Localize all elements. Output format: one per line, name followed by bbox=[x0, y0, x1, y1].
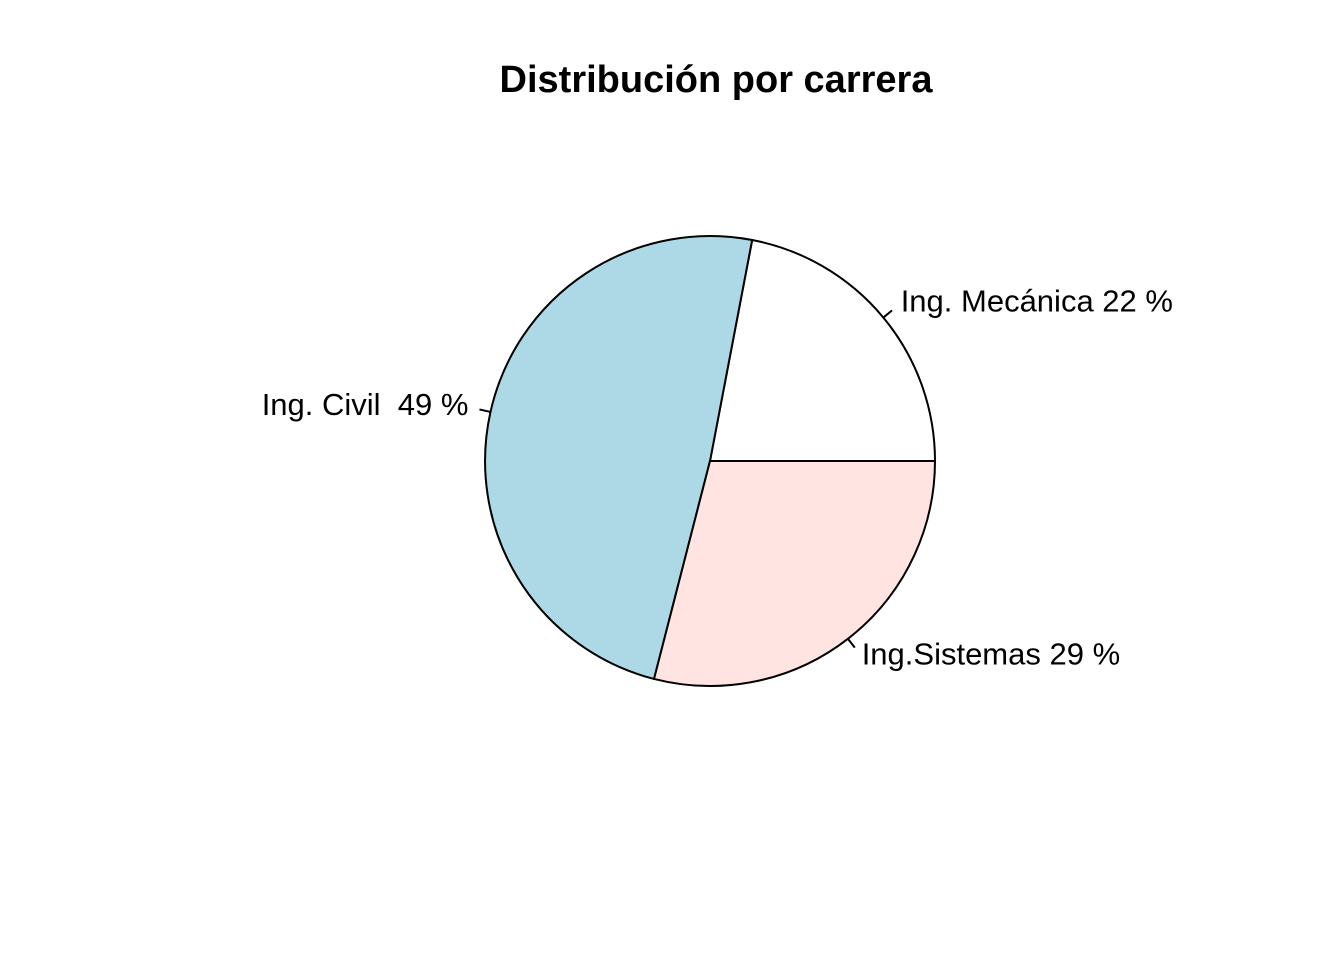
pie-slice-label-0: Ing. Mecánica 22 % bbox=[901, 283, 1173, 318]
pie-leader-line-0 bbox=[882, 309, 893, 319]
chart-title: Distribución por carrera bbox=[500, 59, 934, 101]
pie-slice-label-2: Ing.Sistemas 29 % bbox=[862, 637, 1120, 672]
pie-leader-line-2 bbox=[847, 638, 856, 649]
pie-slice-0 bbox=[708, 238, 937, 462]
pie-leader-line-1 bbox=[479, 408, 491, 413]
pie-leader-lines bbox=[479, 309, 893, 649]
pie-labels: Ing. Mecánica 22 % Ing. Civil 49 % Ing.Sis… bbox=[262, 283, 1173, 671]
pie-slice-label-1: Ing. Civil 49 % bbox=[262, 387, 469, 422]
pie-slices bbox=[484, 235, 937, 687]
pie-slice-2 bbox=[652, 460, 937, 687]
pie-slice-1 bbox=[484, 235, 754, 681]
